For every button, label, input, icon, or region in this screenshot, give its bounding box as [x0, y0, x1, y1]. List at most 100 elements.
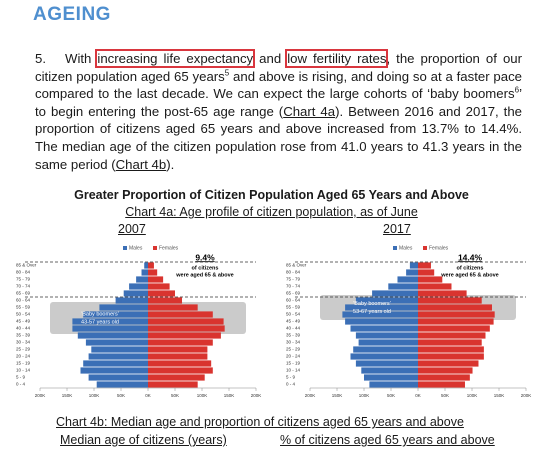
x-tick-label: 150K [62, 393, 73, 398]
share-text: were aged 65 & above [175, 272, 233, 278]
bar [148, 353, 208, 360]
bar [418, 297, 482, 304]
bar [148, 346, 208, 353]
age-label: 75 - 79 [16, 277, 31, 282]
boomers-label: 'Baby boomers' [353, 301, 391, 307]
age-label: 60 - 64 [286, 298, 301, 303]
x-tick-label: 150K [224, 393, 235, 398]
x-tick-label: 0K [145, 393, 151, 398]
age-label: 80 - 84 [16, 270, 31, 275]
bar [148, 276, 164, 283]
bar [123, 290, 148, 297]
bar [372, 290, 418, 297]
bar [361, 367, 418, 374]
age-label: 80 - 84 [286, 270, 301, 275]
bar [388, 283, 418, 290]
bar [129, 283, 148, 290]
x-tick-label: 150K [332, 393, 343, 398]
age-label: 50 - 54 [16, 312, 31, 317]
bar [148, 325, 225, 332]
x-tick-label: 200K [305, 393, 316, 398]
legend-swatch [393, 246, 397, 250]
age-label: 65 - 69 [286, 291, 301, 296]
legend-swatch [423, 246, 427, 250]
age-label: 50 - 54 [286, 312, 301, 317]
age-label: 45 - 49 [16, 319, 31, 324]
share-value: 9.4% [195, 252, 215, 262]
bar [115, 297, 148, 304]
age-label: 30 - 34 [16, 340, 31, 345]
bar [418, 360, 479, 367]
chart-year: 2017 [383, 222, 411, 236]
bar [418, 283, 452, 290]
bar [141, 269, 148, 276]
age-label: 20 - 24 [286, 354, 301, 359]
bar [72, 325, 148, 332]
x-tick-label: 50K [171, 393, 179, 398]
x-tick-label: 50K [387, 393, 395, 398]
legend-label: Males [129, 245, 143, 251]
bar [418, 290, 467, 297]
age-label: 35 - 39 [16, 333, 31, 338]
age-label: 15 - 19 [16, 361, 31, 366]
bar [418, 311, 495, 318]
age-label: 40 - 44 [16, 326, 31, 331]
legend-label: Males [399, 245, 413, 251]
bar [418, 318, 494, 325]
age-label: 70 - 74 [16, 284, 31, 289]
bar [148, 297, 183, 304]
bar [148, 283, 170, 290]
bar [80, 367, 148, 374]
legend-label: Females [429, 245, 449, 251]
bar [148, 367, 213, 374]
x-tick-label: 200K [251, 393, 262, 398]
legend-swatch [123, 246, 127, 250]
x-tick-label: 200K [35, 393, 46, 398]
age-label: 55 - 59 [286, 305, 301, 310]
bar [148, 304, 198, 311]
highlight: increasing life expectancy [95, 49, 256, 68]
age-label: 85 & Over [16, 263, 37, 268]
bar [148, 374, 205, 381]
bar [355, 360, 418, 367]
text: With [65, 51, 98, 66]
bar [364, 374, 418, 381]
share-value: 14.4% [458, 252, 483, 262]
x-tick-label: 100K [197, 393, 208, 398]
bar [148, 332, 221, 339]
bar [72, 318, 148, 325]
age-label: 10 - 14 [16, 368, 31, 373]
age-label: 25 - 29 [16, 347, 31, 352]
bar [91, 346, 148, 353]
bar [83, 311, 148, 318]
bar [342, 311, 418, 318]
bar [418, 269, 435, 276]
chart-link[interactable]: Chart 4a [283, 103, 336, 119]
text: ’ to begin entering the post-65 age rang… [35, 86, 522, 119]
footnote-ref: 5 [224, 68, 230, 78]
bar [148, 290, 175, 297]
x-tick-label: 0K [415, 393, 421, 398]
bar [418, 353, 484, 360]
bar [418, 381, 465, 388]
share-text: were aged 65 & above [440, 272, 498, 278]
bar [88, 374, 148, 381]
x-tick-label: 100K [359, 393, 370, 398]
bar [350, 353, 418, 360]
bar [418, 346, 484, 353]
x-tick-label: 50K [441, 393, 449, 398]
chart-link[interactable]: Chart 4b [115, 156, 167, 172]
x-tick-label: 200K [521, 393, 532, 398]
figure-title: Greater Proportion of Citizen Population… [74, 188, 469, 202]
text: and above is rising, and doing so at a f… [35, 68, 522, 102]
age-label: 10 - 14 [286, 368, 301, 373]
age-label: 65 - 69 [16, 291, 31, 296]
bar [345, 304, 418, 311]
bar [355, 332, 418, 339]
bar [144, 262, 148, 269]
age-label: 40 - 44 [286, 326, 301, 331]
legend-label: Females [159, 245, 179, 251]
text: ). Between 2016 and 2017, the proportion… [35, 103, 522, 172]
age-label: 0 - 4 [16, 382, 26, 387]
